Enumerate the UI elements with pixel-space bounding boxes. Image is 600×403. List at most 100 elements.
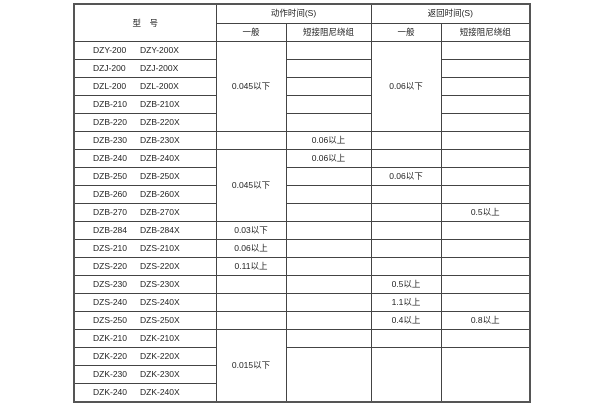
model-name: DZS-210 xyxy=(93,243,128,253)
model-cell: DZB-210 DZB-210X xyxy=(73,95,217,114)
table-row: DZY-200 DZY-200X 0.045以下 0.06以下 xyxy=(73,41,531,132)
return-general-cell: 0.5以上 xyxy=(370,275,442,294)
action-general-cell xyxy=(215,311,287,330)
table-row: DZK-220 DZK-220X xyxy=(73,347,531,403)
model-cell: DZS-250 DZS-250X xyxy=(73,311,217,330)
header-model: 型 号 xyxy=(73,3,217,42)
model-name: DZB-220 xyxy=(93,117,128,127)
model-x-name: DZB-220X xyxy=(140,117,180,127)
model-cell: DZS-220 DZS-220X xyxy=(73,257,217,276)
model-cell: DZS-240 DZS-240X xyxy=(73,293,217,312)
model-cell: DZK-240 DZK-240X xyxy=(73,383,217,403)
model-cell: DZB-270 DZB-270X xyxy=(73,203,217,222)
model-name: DZS-250 xyxy=(93,315,128,325)
action-short-cell xyxy=(285,329,372,348)
model-name: DZB-260 xyxy=(93,189,128,199)
model-x-name: DZB-240X xyxy=(140,153,180,163)
action-short-cell xyxy=(285,221,372,240)
return-short-cell: 0.8以上 xyxy=(440,311,531,330)
model-x-name: DZB-230X xyxy=(140,135,180,145)
model-name: DZB-250 xyxy=(93,171,128,181)
return-short-cell xyxy=(440,275,531,294)
header-return-general: 一般 xyxy=(370,22,442,42)
return-general-cell xyxy=(370,329,442,348)
return-general-cell xyxy=(370,221,442,240)
model-x-name: DZB-260X xyxy=(140,189,180,199)
action-short-cell xyxy=(285,311,372,330)
table-row: DZK-230 DZK-230X xyxy=(73,365,530,384)
table-row: DZB-250 DZB-250X 0.06以下 xyxy=(73,167,531,186)
return-general-cell xyxy=(370,347,442,403)
action-general-cell: 0.045以下 xyxy=(215,149,287,222)
model-name: DZB-240 xyxy=(93,153,128,163)
return-short-cell xyxy=(440,41,531,60)
model-name: DZK-220 xyxy=(93,351,128,361)
table-row: DZS-250 DZS-250X 0.4以上 0.8以上 xyxy=(73,311,531,330)
return-short-cell xyxy=(440,329,531,348)
model-cell: DZB-240 DZB-240X xyxy=(73,149,217,168)
action-general-cell: 0.015以下 xyxy=(215,329,287,403)
action-general-cell xyxy=(215,131,287,150)
action-general-cell: 0.11以上 xyxy=(215,257,287,276)
action-short-cell: 0.06以上 xyxy=(285,149,372,168)
return-general-cell: 1.1以上 xyxy=(370,293,442,312)
model-name: DZB-284 xyxy=(93,225,128,235)
return-short-cell xyxy=(440,131,531,150)
model-name: DZB-210 xyxy=(93,99,128,109)
return-general-cell xyxy=(370,149,442,168)
action-short-cell xyxy=(285,113,372,132)
model-x-name: DZS-220X xyxy=(140,261,180,271)
model-cell: DZK-220 DZK-220X xyxy=(73,347,217,366)
model-name: DZK-230 xyxy=(93,369,128,379)
action-general-cell: 0.03以下 xyxy=(215,221,287,240)
model-x-name: DZK-210X xyxy=(140,333,180,343)
model-x-name: DZB-250X xyxy=(140,171,180,181)
table-row: DZB-260 DZB-260X xyxy=(73,185,531,204)
action-short-cell xyxy=(285,41,372,60)
return-short-cell xyxy=(440,77,531,96)
table-row: DZS-210 DZS-210X 0.06以上 xyxy=(73,239,531,258)
return-general-cell xyxy=(370,203,442,222)
model-x-name: DZS-210X xyxy=(140,243,180,253)
action-short-cell xyxy=(285,185,372,204)
model-cell: DZY-200 DZY-200X xyxy=(73,41,217,60)
return-short-cell xyxy=(440,59,531,78)
return-general-cell: 0.4以上 xyxy=(370,311,442,330)
return-short-cell xyxy=(440,113,531,132)
model-x-name: DZS-250X xyxy=(140,315,180,325)
return-general-cell xyxy=(370,257,442,276)
table-row: DZS-230 DZS-230X 0.5以上 xyxy=(73,275,531,294)
model-x-name: DZK-230X xyxy=(140,369,180,379)
model-x-name: DZK-240X xyxy=(140,387,180,397)
model-x-name: DZY-200X xyxy=(140,45,179,55)
model-x-name: DZS-240X xyxy=(140,297,180,307)
header-action-general: 一般 xyxy=(215,22,287,42)
model-cell: DZK-210 DZK-210X xyxy=(73,329,217,348)
return-general-cell xyxy=(370,239,442,258)
return-short-cell xyxy=(440,185,531,204)
return-short-cell xyxy=(440,347,531,403)
header-action-time: 动作时间(S) xyxy=(215,3,372,24)
model-cell: DZJ-200 DZJ-200X xyxy=(73,59,217,78)
model-cell: DZK-230 DZK-230X xyxy=(73,365,217,384)
table-row: DZB-240 DZB-240X 0.045以下 0.06以上 xyxy=(73,149,531,222)
action-short-cell xyxy=(285,347,372,403)
model-name: DZJ-200 xyxy=(93,63,126,73)
action-short-cell xyxy=(285,275,372,294)
table-row: DZB-270 DZB-270X 0.5以上 xyxy=(73,203,531,222)
header-return-short-damping: 短接阻尼绕组 xyxy=(440,22,531,42)
table-row: DZJ-200 DZJ-200X xyxy=(73,59,531,78)
model-name: DZB-230 xyxy=(93,135,128,145)
model-name: DZS-220 xyxy=(93,261,128,271)
action-short-cell xyxy=(285,95,372,114)
return-general-cell xyxy=(370,131,442,150)
model-name: DZK-240 xyxy=(93,387,128,397)
model-x-name: DZB-210X xyxy=(140,99,180,109)
model-cell: DZS-210 DZS-210X xyxy=(73,239,217,258)
header-action-short-damping: 短接阻尼绕组 xyxy=(285,22,372,42)
model-cell: DZB-230 DZB-230X xyxy=(73,131,217,150)
model-x-name: DZK-220X xyxy=(140,351,180,361)
table-row: DZK-210 DZK-210X 0.015以下 xyxy=(73,329,531,403)
model-cell: DZB-260 DZB-260X xyxy=(73,185,217,204)
action-short-cell xyxy=(285,203,372,222)
